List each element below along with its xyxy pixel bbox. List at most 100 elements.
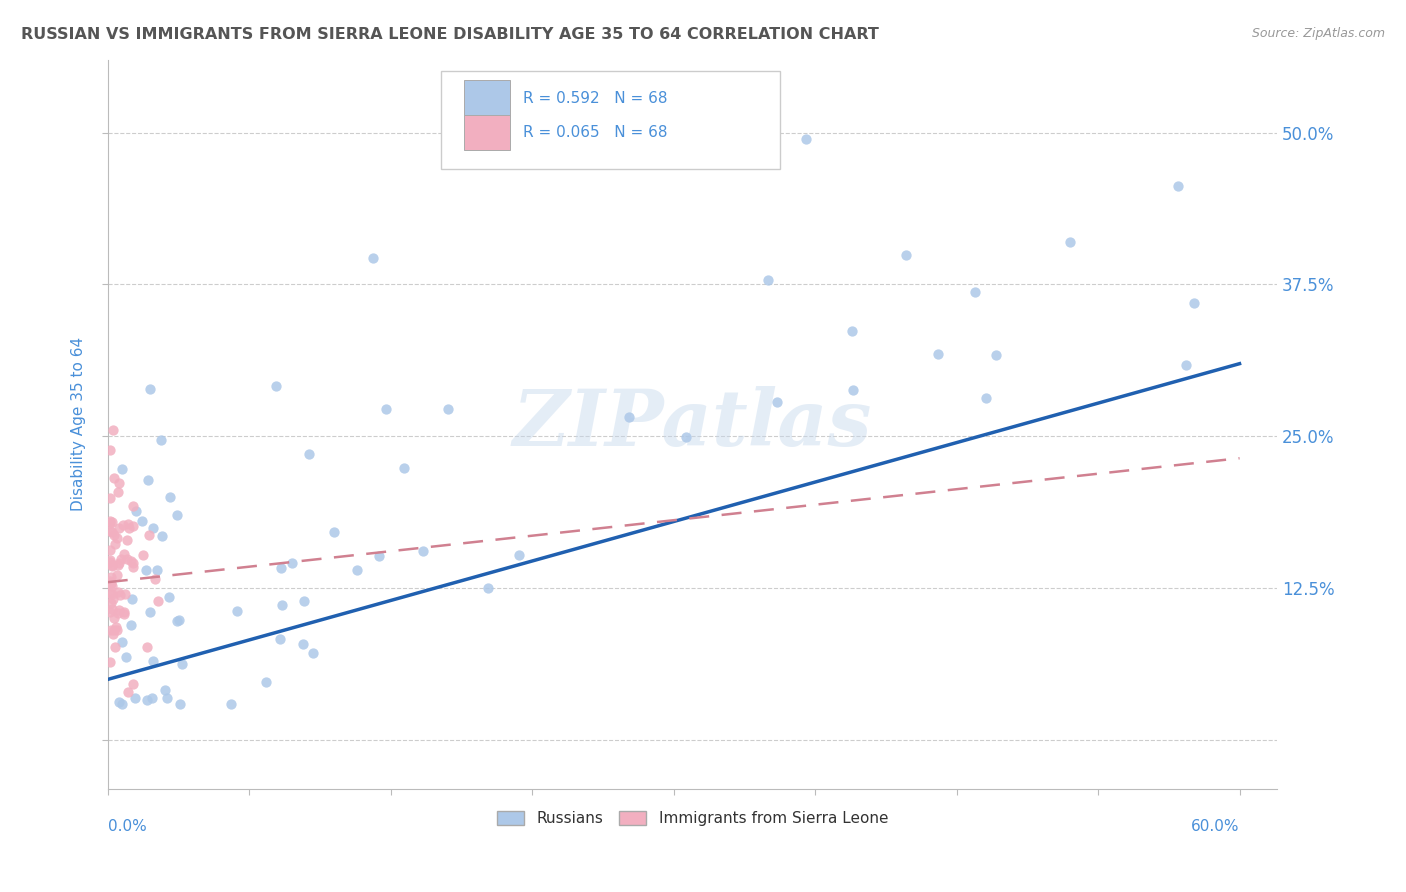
- Point: [114, 587, 136, 601]
- Point: [122, 676, 145, 690]
- Point: [105, 531, 128, 545]
- Point: [103, 528, 125, 542]
- Point: [170, 657, 193, 672]
- Point: [139, 606, 162, 620]
- Point: [115, 533, 138, 548]
- Point: [107, 484, 129, 499]
- Point: [132, 548, 155, 562]
- Point: [412, 543, 434, 558]
- Point: [101, 558, 124, 573]
- Point: [298, 447, 321, 461]
- Point: [756, 273, 779, 287]
- Point: [103, 623, 125, 637]
- Text: RUSSIAN VS IMMIGRANTS FROM SIERRA LEONE DISABILITY AGE 35 TO 64 CORRELATION CHAR: RUSSIAN VS IMMIGRANTS FROM SIERRA LEONE …: [21, 27, 879, 42]
- Point: [135, 563, 157, 577]
- Point: [142, 654, 165, 668]
- Point: [104, 620, 127, 634]
- Point: [118, 521, 141, 535]
- Point: [974, 391, 997, 405]
- Point: [269, 632, 291, 647]
- Point: [108, 521, 131, 535]
- Point: [101, 579, 124, 593]
- Point: [159, 490, 181, 504]
- Point: [368, 549, 391, 564]
- Point: [112, 607, 135, 622]
- Point: [437, 401, 460, 416]
- Point: [103, 611, 125, 625]
- Point: [122, 556, 145, 570]
- Point: [145, 572, 167, 586]
- Point: [98, 543, 121, 558]
- Point: [508, 548, 530, 562]
- Point: [101, 587, 124, 601]
- Point: [166, 614, 188, 628]
- Point: [122, 500, 145, 514]
- Point: [617, 409, 640, 424]
- Text: 60.0%: 60.0%: [1191, 819, 1240, 834]
- Text: ZIPatlas: ZIPatlas: [513, 386, 872, 462]
- Point: [107, 606, 129, 620]
- Point: [111, 697, 134, 711]
- Point: [110, 462, 132, 476]
- Point: [150, 433, 173, 447]
- Point: [125, 503, 148, 517]
- Point: [254, 675, 277, 690]
- Point: [98, 524, 121, 538]
- Point: [169, 697, 191, 711]
- Point: [1167, 178, 1189, 193]
- Point: [219, 697, 242, 711]
- Point: [100, 524, 122, 539]
- Point: [107, 558, 129, 573]
- Point: [110, 552, 132, 566]
- Point: [1182, 296, 1205, 310]
- Point: [98, 605, 121, 619]
- Text: 0.0%: 0.0%: [108, 819, 146, 834]
- Point: [148, 594, 170, 608]
- Point: [226, 604, 249, 618]
- Point: [842, 383, 865, 397]
- Point: [157, 590, 180, 604]
- Point: [766, 395, 789, 409]
- Point: [146, 563, 169, 577]
- Point: [361, 251, 384, 265]
- Point: [117, 517, 139, 532]
- FancyBboxPatch shape: [441, 70, 780, 169]
- Point: [675, 430, 697, 444]
- Point: [394, 461, 416, 475]
- Point: [270, 598, 292, 612]
- Point: [104, 640, 127, 654]
- Point: [121, 519, 143, 533]
- Point: [100, 596, 122, 610]
- Point: [108, 588, 131, 602]
- Point: [142, 521, 165, 535]
- Text: Source: ZipAtlas.com: Source: ZipAtlas.com: [1251, 27, 1385, 40]
- Point: [375, 402, 398, 417]
- Point: [104, 537, 127, 551]
- Point: [98, 574, 121, 589]
- Point: [108, 556, 131, 570]
- FancyBboxPatch shape: [464, 80, 510, 116]
- Point: [120, 618, 142, 632]
- Point: [103, 470, 125, 484]
- Point: [100, 623, 122, 637]
- Point: [894, 248, 917, 262]
- Point: [927, 347, 949, 361]
- Point: [112, 605, 135, 619]
- Point: [108, 603, 131, 617]
- Point: [138, 528, 160, 542]
- Point: [156, 691, 179, 706]
- Point: [294, 594, 316, 608]
- Point: [124, 690, 146, 705]
- Point: [270, 561, 292, 575]
- Point: [266, 379, 288, 393]
- Point: [108, 475, 131, 490]
- Point: [131, 514, 153, 528]
- Point: [98, 443, 121, 458]
- Point: [105, 568, 128, 582]
- Point: [115, 551, 138, 566]
- Point: [101, 515, 124, 529]
- Point: [141, 690, 163, 705]
- Point: [98, 555, 121, 569]
- Point: [98, 585, 121, 599]
- Point: [98, 553, 121, 567]
